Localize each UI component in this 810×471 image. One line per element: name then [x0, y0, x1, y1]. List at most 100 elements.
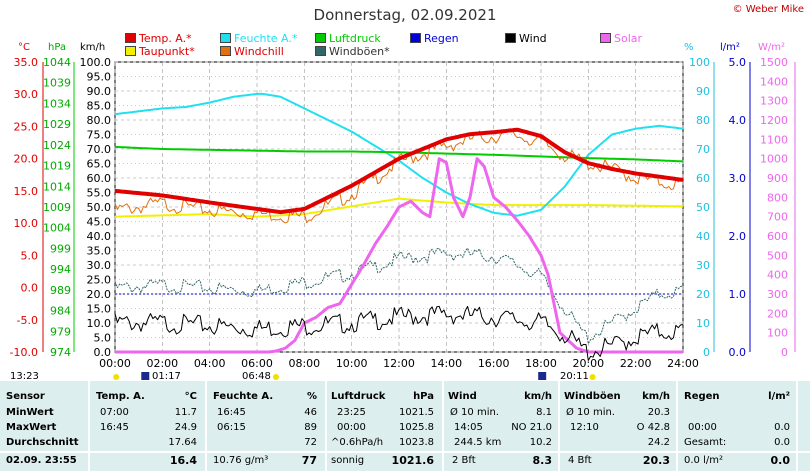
- legend-rain[interactable]: Regen: [410, 32, 459, 45]
- y-tick-celsius: 15.0: [14, 185, 39, 198]
- table-col-separator: [88, 381, 90, 471]
- y-tick-percent: 70: [696, 143, 710, 156]
- legend-swatch: [600, 33, 611, 43]
- legend-label: Taupunkt*: [139, 45, 195, 58]
- table-cell-value: 11.7: [174, 407, 197, 418]
- y-tick-percent: 80: [696, 114, 710, 127]
- y-tick-hpa: 1019: [43, 160, 71, 173]
- y-tick-percent: 90: [696, 85, 710, 98]
- table-cell-time: 12:10: [570, 422, 599, 433]
- table-cell-time: 14:05: [454, 422, 483, 433]
- table-header: Temp. A.: [96, 391, 145, 402]
- y-tick-kmh: 90.0: [87, 85, 112, 98]
- legend-windchill[interactable]: Windchill: [220, 45, 284, 58]
- y-tick-wm2: 1300: [760, 95, 788, 108]
- y-tick-wm2: 600: [767, 230, 788, 243]
- series-line-temp: [114, 127, 684, 215]
- y-tick-hpa: 1029: [43, 118, 71, 131]
- y-tick-hpa: 989: [50, 284, 71, 297]
- legend-dewpoint[interactable]: Taupunkt*: [125, 45, 195, 58]
- y-tick-celsius: 0.0: [21, 282, 39, 295]
- y-tick-wm2: 100: [767, 327, 788, 340]
- y-tick-lm2: 2.0: [729, 230, 747, 243]
- series-line-dewpoint: [114, 197, 684, 218]
- y-tick-percent: 100: [689, 56, 710, 69]
- table-col-separator: [205, 381, 207, 471]
- legend-humidity[interactable]: Feuchte A.*: [220, 32, 297, 45]
- legend-temp[interactable]: Temp. A.*: [125, 32, 192, 45]
- legend-label: Windböen*: [329, 45, 390, 58]
- y-tick-wm2: 900: [767, 172, 788, 185]
- y-tick-wm2: 1500: [760, 56, 788, 69]
- legend-gusts[interactable]: Windböen*: [315, 45, 390, 58]
- table-cell-label: Gesamt:: [684, 437, 727, 448]
- table-cell-time: Ø 10 min.: [566, 407, 615, 418]
- y-tick-wm2: 300: [767, 288, 788, 301]
- y-tick-wm2: 700: [767, 211, 788, 224]
- y-tick-celsius: 5.0: [21, 249, 39, 262]
- table-col-rain: Regen l/m² 00:00 0.0 Gesamt: 0.0 0.0 l/m…: [678, 381, 796, 471]
- table-row-label: Durchschnitt: [6, 437, 79, 448]
- y-tick-kmh: 80.0: [87, 114, 112, 127]
- table-cell-time: 00:00: [688, 422, 717, 433]
- legend-label: Feuchte A.*: [234, 32, 298, 45]
- table-cell-value: 1023.8: [399, 437, 434, 448]
- y-tick-percent: 50: [696, 201, 710, 214]
- y-tick-wm2: 1200: [760, 114, 788, 127]
- table-col-separator: [796, 381, 798, 471]
- copyright-link[interactable]: © Weber Mike: [732, 4, 804, 15]
- table-row-label: MaxWert: [6, 422, 57, 433]
- marker-time-left: 13:23: [10, 371, 39, 382]
- table-header: Wind: [448, 391, 477, 402]
- y-tick-wm2: 400: [767, 269, 788, 282]
- y-tick-hpa: 999: [50, 242, 71, 255]
- y-tick-wm2: 1400: [760, 75, 788, 88]
- y-tick-celsius: -5.0: [17, 314, 38, 327]
- x-tick: 02:00: [146, 357, 178, 370]
- x-tick: 06:00: [241, 357, 273, 370]
- legend-label: Luftdruck: [329, 32, 381, 45]
- y-tick-percent: 10: [696, 317, 710, 330]
- table-unit: hPa: [413, 391, 434, 402]
- table-cell-time: 07:00: [100, 407, 129, 418]
- table-col-separator: [442, 381, 444, 471]
- y-tick-kmh: 25.0: [87, 274, 112, 287]
- y-tick-hpa: 1004: [43, 222, 71, 235]
- x-tick: 12:00: [383, 357, 415, 370]
- table-cell-value: 89: [304, 422, 317, 433]
- table-cell-value: 1025.8: [399, 422, 434, 433]
- marker-time-sunrise: 01:17: [152, 371, 181, 382]
- table-col-sensor: Sensor MinWert MaxWert Durchschnitt 02.0…: [0, 381, 90, 471]
- series-line-windchill: [114, 129, 684, 224]
- weather-chart: 35.030.025.020.015.010.05.00.0-5.0-10.01…: [10, 56, 796, 380]
- legend-solar[interactable]: Solar: [600, 32, 642, 45]
- legend-wind[interactable]: Wind: [505, 32, 547, 45]
- table-cell-time: 16:45: [217, 407, 246, 418]
- axis-unit-kmh: km/h: [80, 42, 106, 53]
- y-tick-hpa: 1014: [43, 180, 71, 193]
- table-unit: %: [306, 391, 317, 402]
- table-header: Regen: [684, 391, 720, 402]
- legend-label: Solar: [614, 32, 643, 45]
- table-row-label: MinWert: [6, 407, 54, 418]
- x-tick: 14:00: [430, 357, 462, 370]
- y-tick-celsius: 20.0: [14, 153, 39, 166]
- x-tick: 22:00: [620, 357, 652, 370]
- table-col-temp: Temp. A. °C 07:00 11.7 16:45 24.9 17.64 …: [90, 381, 205, 471]
- legend-swatch: [220, 46, 231, 56]
- x-tick: 24:00: [667, 357, 699, 370]
- y-tick-hpa: 1024: [43, 139, 71, 152]
- series-line-wind: [114, 305, 684, 361]
- series-line-gusts: [114, 247, 684, 344]
- table-current-value: 77: [301, 454, 317, 467]
- table-cell-time: Ø 10 min.: [450, 407, 499, 418]
- table-col-gusts: Windböen km/h Ø 10 min. 20.3 12:10 O 42.…: [560, 381, 676, 471]
- y-tick-kmh: 35.0: [87, 245, 112, 258]
- y-tick-wm2: 0: [781, 346, 788, 359]
- marker-time-sunset: 20:11: [560, 371, 589, 382]
- table-unit: km/h: [524, 391, 552, 402]
- x-tick: 08:00: [288, 357, 320, 370]
- table-cell-value: NO 21.0: [511, 422, 552, 433]
- table-current-extra: 0.0 l/m²: [684, 455, 723, 466]
- legend-pressure[interactable]: Luftdruck: [315, 32, 381, 45]
